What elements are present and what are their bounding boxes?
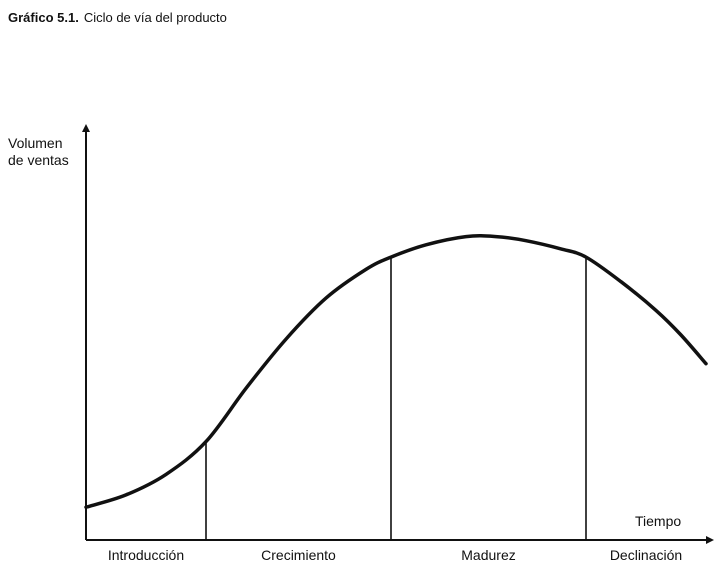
stage-boundaries [205,258,587,540]
stage-label-3: Madurez [461,547,515,563]
y-axis-label-line-2: de ventas [8,152,69,168]
stage-label-1: Introducción [108,547,184,563]
y-axis-label: Volumen de ventas [8,135,69,169]
x-axis-label: Tiempo [635,513,682,529]
stage-labels: Introducción Crecimiento Madurez Declinació… [108,547,682,563]
sales-curve [84,234,708,509]
curve-layer [84,234,708,509]
chart-title-number: Gráfico 5.1. [8,10,79,25]
axes [82,124,714,544]
stage-label-2: Crecimiento [261,547,336,563]
y-axis-label-line-1: Volumen [8,135,63,151]
stage-label-4: Declinación [610,547,682,563]
chart-title-text: Ciclo de vía del producto [83,10,227,25]
chart-title: Gráfico 5.1. Ciclo de vía del producto [8,10,227,25]
